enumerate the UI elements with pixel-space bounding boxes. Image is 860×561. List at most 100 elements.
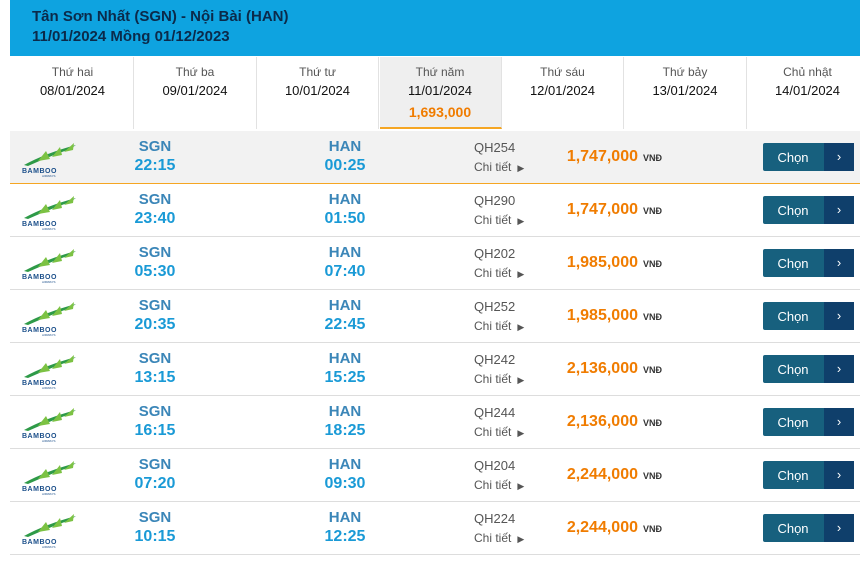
flight-row: BAMBOO AIRWAYS SGN 05:30 HAN 07:40 QH202 Chi ti… — [10, 237, 860, 290]
select-button[interactable]: Chọn › — [763, 196, 854, 224]
detail-link[interactable]: Chi tiết ▶ — [474, 319, 524, 333]
select-button[interactable]: Chọn › — [763, 408, 854, 436]
dest-code: HAN — [328, 244, 362, 261]
select-button[interactable]: Chọn › — [763, 514, 854, 542]
date-tab[interactable]: Thứ năm 11/01/2024 1,693,000 — [379, 57, 502, 129]
arrive-time: 12:25 — [324, 528, 366, 545]
fare-price: 2,244,000 — [566, 519, 638, 536]
detail-link[interactable]: Chi tiết ▶ — [474, 160, 524, 174]
logo-feathers — [38, 461, 74, 479]
date-tab[interactable]: Thứ bảy 13/01/2024 — [625, 57, 747, 129]
currency: VNĐ — [643, 259, 663, 269]
detail-link[interactable]: Chi tiết ▶ — [474, 478, 524, 492]
origin-code: SGN — [138, 244, 172, 261]
logo-name: BAMBOO — [22, 486, 57, 493]
logo-name: BAMBOO — [22, 380, 57, 387]
flight-number: QH252 — [474, 299, 516, 314]
depart-time: 05:30 — [134, 263, 176, 280]
logo-wing — [24, 145, 76, 166]
arrive-time: 07:40 — [324, 263, 366, 280]
flight-number: QH290 — [474, 193, 516, 208]
detail-link[interactable]: Chi tiết ▶ — [474, 213, 524, 227]
origin-code: SGN — [138, 509, 172, 526]
logo-sub: AIRWAYS — [42, 492, 55, 496]
dest-code: HAN — [328, 191, 362, 208]
logo-feathers — [38, 355, 74, 373]
date-tab[interactable]: Chủ nhật 14/01/2024 — [747, 57, 860, 129]
select-button[interactable]: Chọn › — [763, 355, 854, 383]
origin-code: SGN — [138, 297, 172, 314]
date-tab[interactable]: Thứ tư 10/01/2024 — [257, 57, 379, 129]
date-subtitle: 11/01/2024 Mồng 01/12/2023 — [32, 28, 230, 45]
logo-sub: AIRWAYS — [42, 174, 55, 178]
flight-row: BAMBOO AIRWAYS SGN 23:40 HAN 01:50 QH290 Chi ti… — [10, 184, 860, 237]
fare-price: 2,244,000 — [566, 466, 638, 483]
depart-time: 22:15 — [134, 157, 176, 174]
flight-number: QH244 — [474, 405, 516, 420]
fare-price: 1,747,000 — [566, 201, 638, 218]
tab-date: 09/01/2024 — [162, 83, 228, 98]
detail-arrow: ▶ — [517, 216, 525, 226]
detail-arrow: ▶ — [517, 534, 525, 544]
flight-number: QH204 — [474, 458, 516, 473]
button-label: Chọn — [777, 203, 809, 218]
arrive-time: 18:25 — [324, 422, 366, 439]
select-button[interactable]: Chọn › — [763, 143, 854, 171]
route-title: Tân Sơn Nhất (SGN) - Nội Bài (HAN) — [32, 8, 289, 25]
logo-name: BAMBOO — [22, 327, 57, 334]
currency: VNĐ — [643, 365, 663, 375]
origin-code: SGN — [138, 350, 172, 367]
arrive-time: 01:50 — [324, 210, 366, 227]
button-arrow: › — [824, 408, 854, 436]
tab-date: 12/01/2024 — [529, 83, 596, 98]
logo-wing — [24, 410, 76, 431]
logo-feathers — [38, 196, 74, 214]
detail-arrow: ▶ — [517, 269, 525, 279]
detail-arrow: ▶ — [517, 322, 525, 332]
tab-date: 08/01/2024 — [39, 83, 106, 98]
logo-name: BAMBOO — [22, 221, 57, 228]
arrive-time: 09:30 — [324, 475, 366, 492]
button-arrow: › — [824, 143, 854, 171]
date-tab[interactable]: Thứ hai 08/01/2024 — [12, 57, 134, 129]
currency: VNĐ — [643, 312, 663, 322]
tab-day: Thứ tư — [299, 65, 336, 79]
tab-day: Chủ nhật — [783, 65, 832, 79]
select-button[interactable]: Chọn › — [763, 249, 854, 277]
button-arrow: › — [824, 461, 854, 489]
detail-link[interactable]: Chi tiết ▶ — [474, 531, 524, 545]
flight-row: BAMBOO AIRWAYS SGN 07:20 HAN 09:30 QH204 Chi ti… — [10, 449, 860, 502]
depart-time: 10:15 — [134, 528, 176, 545]
tab-date: 10/01/2024 — [284, 83, 351, 98]
date-tab[interactable]: Thứ sáu 12/01/2024 — [502, 57, 624, 129]
button-label: Chọn — [777, 256, 809, 271]
select-button[interactable]: Chọn › — [763, 302, 854, 330]
flight-row: BAMBOO AIRWAYS SGN 16:15 HAN 18:25 QH244 Chi ti… — [10, 396, 860, 449]
button-arrow: › — [824, 355, 854, 383]
select-button[interactable]: Chọn › — [763, 461, 854, 489]
detail-link[interactable]: Chi tiết ▶ — [474, 425, 524, 439]
origin-code: SGN — [138, 403, 172, 420]
depart-time: 16:15 — [134, 422, 176, 439]
currency: VNĐ — [643, 418, 663, 428]
detail-label: Chi tiết — [474, 531, 512, 545]
flight-row: BAMBOO AIRWAYS SGN 10:15 HAN 12:25 QH224 Chi ti… — [10, 502, 860, 555]
flight-number: QH254 — [474, 140, 516, 155]
detail-link[interactable]: Chi tiết ▶ — [474, 266, 524, 280]
arrive-time: 00:25 — [324, 157, 366, 174]
button-label: Chọn — [777, 415, 809, 430]
date-tab[interactable]: Thứ ba 09/01/2024 — [135, 57, 257, 129]
arrive-time: 22:45 — [324, 316, 366, 333]
tab-day: Thứ hai — [51, 65, 94, 79]
currency: VNĐ — [643, 153, 663, 163]
logo-sub: AIRWAYS — [42, 545, 55, 549]
button-label: Chọn — [777, 309, 809, 324]
detail-link[interactable]: Chi tiết ▶ — [474, 372, 524, 386]
logo-wing — [24, 463, 76, 484]
tab-day: Thứ ba — [175, 65, 215, 79]
flight-number: QH242 — [474, 352, 516, 367]
fare-price: 1,747,000 — [566, 148, 638, 165]
